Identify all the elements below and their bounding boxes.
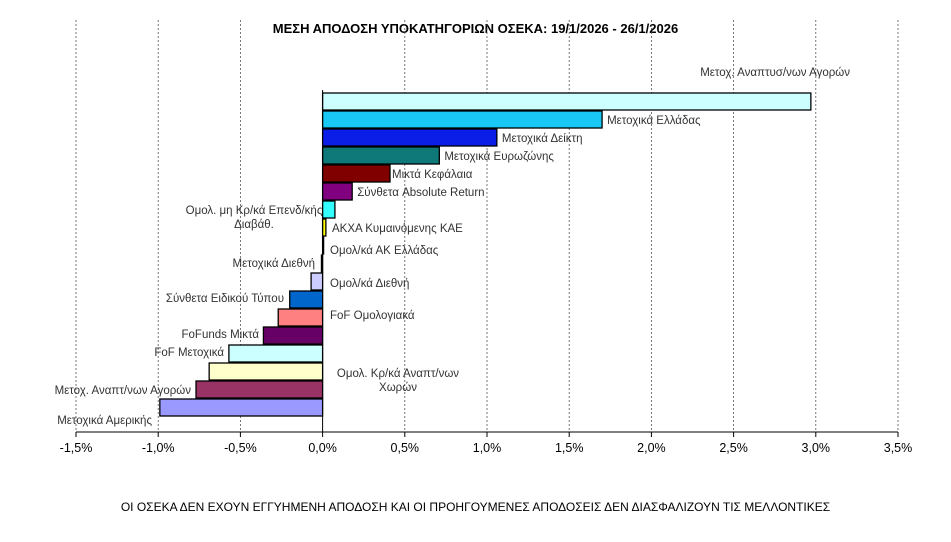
- bar-label: FoFunds Μικτά: [182, 329, 260, 341]
- x-tick-label: -1,5%: [60, 441, 93, 455]
- bar: [321, 182, 353, 201]
- bar: [321, 128, 498, 147]
- x-tick-label: -1,0%: [142, 441, 175, 455]
- bar-label: Σύνθετα Ειδικού Τύπου: [166, 293, 284, 305]
- x-tick-label: -0,5%: [224, 441, 257, 455]
- bar-label: Μετοχικά Αμερικής: [57, 415, 152, 427]
- bar: [321, 200, 336, 219]
- bar: [277, 308, 324, 327]
- bar-label: Μετοχικά Διεθνή: [233, 258, 316, 270]
- bar-label: Μετοχικά Ευρωζώνης: [444, 151, 554, 163]
- x-tick-label: 2,0%: [637, 441, 666, 455]
- bar: [321, 146, 440, 165]
- bar-label: Μετοχ. Αναπτ/νων Αγορών: [55, 385, 192, 397]
- bar-label: Ομολ/κά Διεθνή: [330, 278, 409, 290]
- bar-label: Μετοχικά Δείκτη: [502, 133, 583, 145]
- bar-label: Μετοχ. Αναπτυσ/νων Αγορών: [700, 67, 850, 79]
- x-tick-label: 0,0%: [308, 441, 337, 455]
- bar: [159, 398, 324, 417]
- bar-label: Ομολ. Κρ/κά Αναπτ/νων Χωρών: [337, 368, 459, 394]
- bar-label: FoF Μετοχικά: [154, 347, 224, 359]
- x-tick-label: 1,5%: [555, 441, 584, 455]
- bar: [321, 164, 391, 183]
- disclaimer-footer: ΟΙ ΟΣΕΚΑ ΔΕΝ ΕΧΟΥΝ ΕΓΓΥΗΜΕΝΗ ΑΠΟΔΟΣΗ ΚΑΙ…: [120, 500, 831, 514]
- x-tick-label: 1,0%: [473, 441, 502, 455]
- bar: [262, 326, 324, 345]
- bar: [195, 380, 324, 399]
- bar-label: Ομολ/κά ΑΚ Ελλάδας: [330, 245, 439, 257]
- x-tick-label: 0,5%: [391, 441, 420, 455]
- x-tick-label: 3,5%: [884, 441, 913, 455]
- x-tick-label: 2,5%: [719, 441, 748, 455]
- bar: [310, 272, 324, 291]
- bar-label: Μετοχικά Ελλάδας: [607, 115, 701, 127]
- chart-title: ΜΕΣΗ ΑΠΟΔΟΣΗ ΥΠΟΚΑΤΗΓΟΡΙΩΝ ΟΣΕΚΑ: 19/1/2…: [272, 21, 679, 36]
- bar-label: ΑΚΧΑ Κυμαινόμενης ΚΑΕ: [332, 223, 463, 235]
- bar: [208, 362, 324, 381]
- bar: [228, 344, 324, 363]
- bar-label: Μικτά Κεφάλαια: [392, 169, 473, 181]
- bar-label: Ομολ. μη Κρ/κά Επενδ/κής Διαβάθ.: [186, 205, 323, 231]
- bar-label: FoF Ομολογιακά: [330, 310, 415, 322]
- bar: [321, 92, 812, 111]
- x-tick-label: 3,0%: [802, 441, 831, 455]
- bar-label: Σύνθετα Absolute Return: [357, 187, 484, 199]
- bar: [321, 110, 603, 129]
- bar: [289, 290, 324, 309]
